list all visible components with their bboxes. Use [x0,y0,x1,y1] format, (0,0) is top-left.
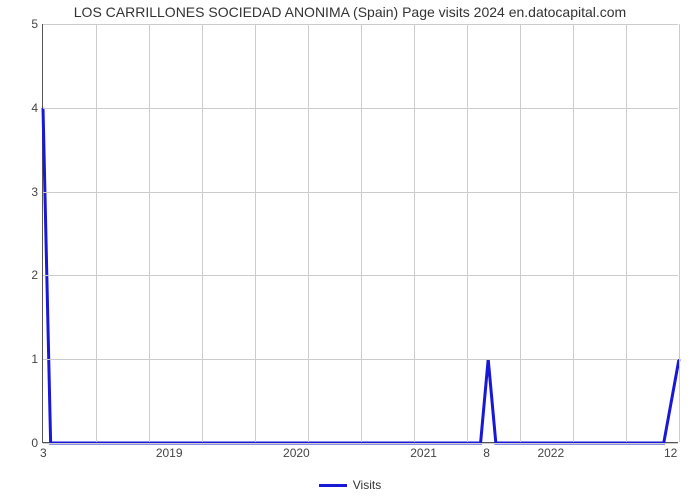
x-extra-label-right: 12 [664,446,677,460]
x-tick-label: 2021 [410,446,437,460]
grid-v [255,24,256,442]
grid-v [467,24,468,442]
x-tick-label: 2022 [537,446,564,460]
grid-v [149,24,150,442]
grid-v [626,24,627,442]
y-tick-label: 2 [31,268,38,282]
x-tick-label: 2020 [283,446,310,460]
x-tick-label: 2019 [156,446,183,460]
grid-v [679,24,680,442]
legend: Visits [0,477,700,492]
legend-swatch-visits [319,484,347,487]
x-extra-label-mid: 8 [483,446,490,460]
grid-v [414,24,415,442]
visits-chart: LOS CARRILLONES SOCIEDAD ANONIMA (Spain)… [0,0,700,500]
legend-label-visits: Visits [353,478,381,492]
y-tick-label: 0 [31,436,38,450]
x-extra-label-left: 3 [40,446,47,460]
grid-v [308,24,309,442]
grid-v [573,24,574,442]
y-tick-label: 4 [31,101,38,115]
chart-title: LOS CARRILLONES SOCIEDAD ANONIMA (Spain)… [0,4,700,20]
y-tick-label: 5 [31,17,38,31]
plot-area [42,24,678,443]
grid-v [361,24,362,442]
grid-h [43,443,678,444]
grid-v [202,24,203,442]
grid-v [96,24,97,442]
y-tick-label: 1 [31,352,38,366]
y-tick-label: 3 [31,185,38,199]
grid-v [520,24,521,442]
